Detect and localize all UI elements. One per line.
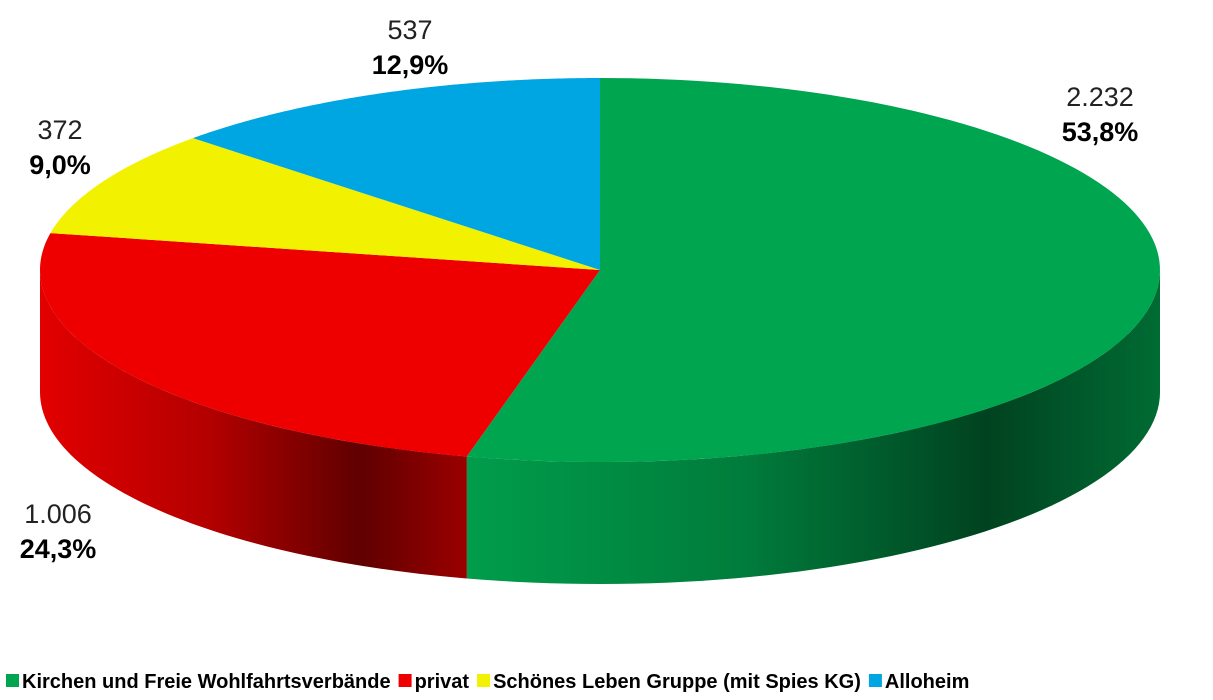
- pie-slice: [50, 138, 600, 270]
- value-label: 372: [37, 115, 82, 145]
- legend-swatch: [398, 674, 412, 687]
- value-label: 537: [387, 15, 432, 45]
- percent-label: 12,9%: [372, 50, 449, 80]
- percent-label: 53,8%: [1062, 117, 1139, 147]
- value-label: 2.232: [1066, 82, 1134, 112]
- legend-label: privat: [415, 671, 470, 693]
- legend-label: Schönes Leben Gruppe (mit Spies KG): [493, 671, 861, 693]
- pie-slice: [193, 78, 600, 270]
- legend-label: Kirchen und Freie Wohlfahrtsverbände: [22, 671, 391, 693]
- percent-label: 9,0%: [29, 150, 91, 180]
- legend-label: Alloheim: [885, 671, 969, 693]
- legend-swatch: [6, 674, 19, 687]
- pie-side-shade: [466, 270, 1160, 584]
- legend-swatch: [868, 674, 882, 687]
- pie-slice: [466, 78, 1160, 462]
- pie-slice: [40, 233, 601, 457]
- percent-label: 24,3%: [20, 534, 97, 564]
- pie-side-shade: [40, 270, 467, 579]
- legend-swatch: [477, 674, 491, 687]
- value-label: 1.006: [24, 499, 92, 529]
